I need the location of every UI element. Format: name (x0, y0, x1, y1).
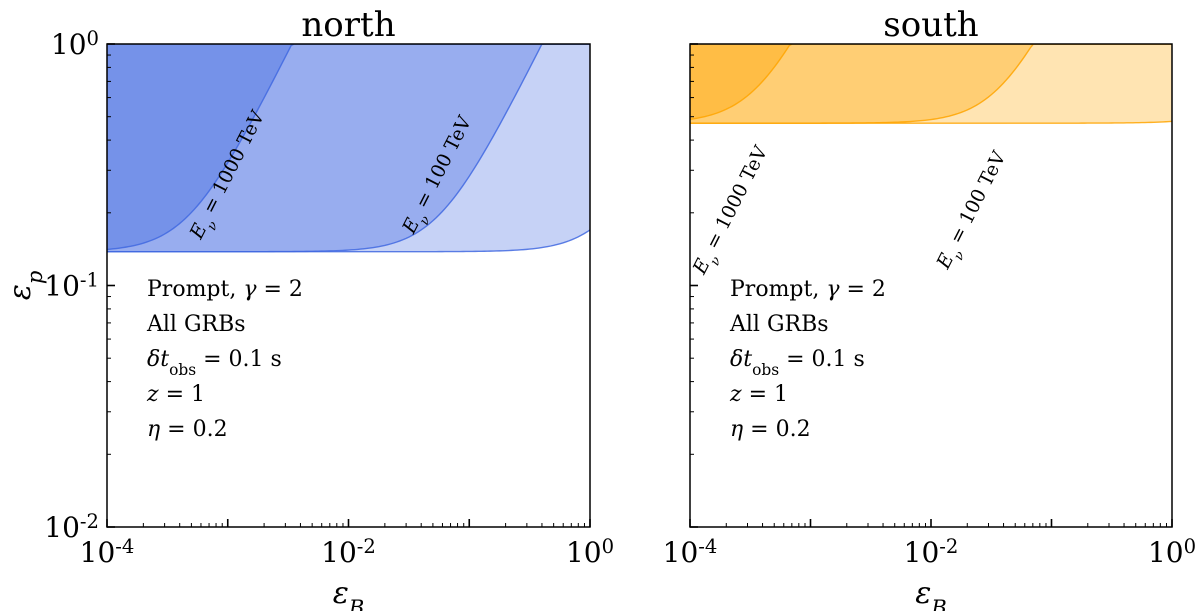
panel-south-annotation-line: η = 0.2 (730, 417, 811, 442)
panel-north-annotation-line: Prompt, γ = 2 (147, 277, 303, 302)
panel-north-annotation-line: δtobs = 0.1 s (147, 347, 282, 379)
panel-north-region-all (107, 44, 590, 252)
panel-north-regions (107, 44, 590, 253)
panel-north-region-1000tev-boundary (107, 44, 590, 251)
panel-north-annotation-line: z = 1 (146, 382, 205, 407)
panel-north-title: north (301, 5, 395, 45)
panel-south: 10-4 10-2 100 south εB Eν = 1000 TeV Eν = 100 … (663, 5, 1196, 611)
panel-north-xtick-label: 10-4 (80, 535, 135, 569)
panel-south-region-100tev (690, 44, 1172, 124)
panel-south-xtick-label: 100 (1148, 535, 1196, 569)
panel-south-region-1000tev (690, 44, 1172, 120)
panel-south-title: south (883, 5, 978, 45)
panel-south-xlabel: εB (915, 576, 947, 611)
panel-south-annotation-line: All GRBs (729, 312, 829, 337)
panel-north-annotation-line: η = 0.2 (147, 417, 228, 442)
panel-south-region-100tev-boundary (690, 44, 1172, 124)
panel-north-annotation-line: All GRBs (146, 312, 246, 337)
panel-south-annotation-line: z = 1 (729, 382, 788, 407)
panel-south-curve-label: Eν = 1000 TeV (688, 142, 778, 281)
panel-south-xtick-label: 10-4 (663, 535, 718, 569)
panel-south-regions (690, 44, 1172, 124)
panel-south-region-1000tev-boundary (690, 44, 1172, 121)
panel-north-region-1000tev (107, 44, 590, 250)
panel-north-ylabel: εp (3, 271, 47, 301)
panel-north-xtick-label: 10-2 (321, 535, 376, 569)
panel-north-region-100tev-boundary (107, 44, 590, 253)
panel-north-xlabel: εB (333, 576, 365, 611)
panel-south-region-all (690, 44, 1172, 124)
panel-south-xtick-label: 10-2 (904, 535, 959, 569)
panel-south-curve-label: Eν = 100 TeV (932, 148, 1016, 277)
panel-north-ytick-label: 10-1 (44, 269, 99, 303)
panel-north-ytick-label: 10-2 (44, 510, 99, 544)
panel-north-region-100tev (107, 44, 590, 252)
panel-north-xtick-label: 100 (566, 535, 614, 569)
panel-north-ytick-label: 100 (51, 27, 99, 61)
panel-south-annotation-line: δtobs = 0.1 s (730, 347, 865, 379)
panel-south-annotation-line: Prompt, γ = 2 (730, 277, 886, 302)
